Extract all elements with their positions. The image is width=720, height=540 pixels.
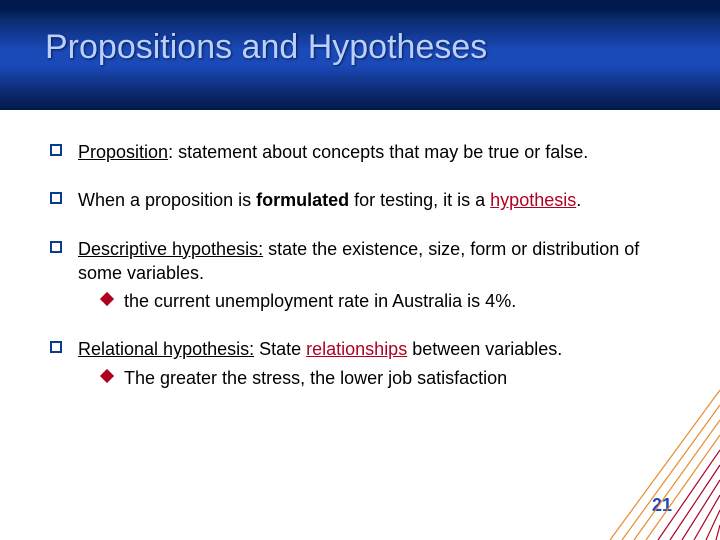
corner-accent-icon xyxy=(550,380,720,540)
bullet-text: Descriptive hypothesis: state the existe… xyxy=(78,239,639,283)
bullet-item: Descriptive hypothesis: state the existe… xyxy=(50,237,670,314)
bullet-item: When a proposition is formulated for tes… xyxy=(50,188,670,212)
bullet-text: Relational hypothesis: State relationshi… xyxy=(78,339,562,359)
sub-item: The greater the stress, the lower job sa… xyxy=(102,366,670,390)
sub-item: the current unemployment rate in Austral… xyxy=(102,289,670,313)
title-bar: Propositions and Hypotheses xyxy=(0,0,720,110)
bullet-item: Relational hypothesis: State relationshi… xyxy=(50,337,670,390)
sub-list: the current unemployment rate in Austral… xyxy=(102,289,670,313)
page-number: 21 xyxy=(652,495,672,516)
bullet-list: Proposition: statement about concepts th… xyxy=(50,140,670,390)
slide-body: Proposition: statement about concepts th… xyxy=(0,110,720,390)
slide-title: Propositions and Hypotheses xyxy=(45,28,720,67)
bullet-item: Proposition: statement about concepts th… xyxy=(50,140,670,164)
bullet-text: Proposition: statement about concepts th… xyxy=(78,142,588,162)
slide: Propositions and Hypotheses Proposition:… xyxy=(0,0,720,540)
bullet-text: When a proposition is formulated for tes… xyxy=(78,190,581,210)
sub-list: The greater the stress, the lower job sa… xyxy=(102,366,670,390)
